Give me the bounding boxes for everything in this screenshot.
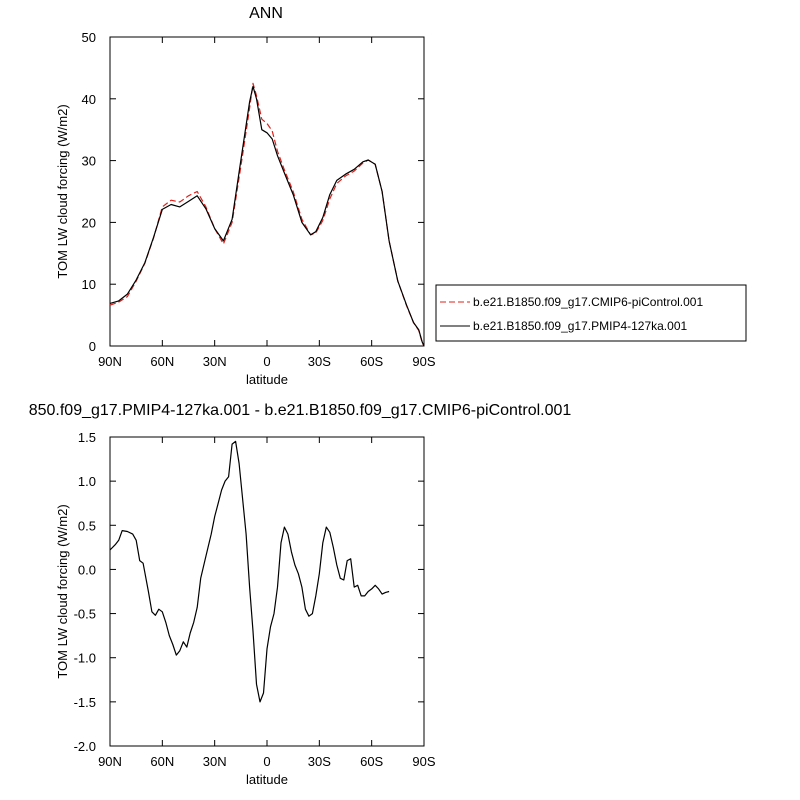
top-plot-frame — [109, 36, 425, 347]
bottom-chart: 90N 60N 30N 0 30S 60S 90S -2.0 -1.5 -1.0 -0.5 0.0 0.… — [55, 430, 436, 787]
top-x-axis-label: latitude — [246, 372, 288, 387]
bottom-y-tick-label: 1.0 — [78, 474, 96, 489]
top-x-tick-label: 30S — [308, 354, 331, 369]
top-x-tick-label: 60S — [360, 354, 383, 369]
bottom-y-tick-label: -1.5 — [74, 695, 96, 710]
bottom-y-tick-label: -0.5 — [74, 607, 96, 622]
top-y-tick-label: 40 — [82, 92, 96, 107]
bottom-y-tick-label: -2.0 — [74, 739, 96, 754]
top-y-axis-label: TOM LW cloud forcing (W/m2) — [55, 104, 70, 278]
bottom-x-tick-label: 30S — [308, 754, 331, 769]
top-x-tick-label: 90S — [412, 354, 435, 369]
bottom-x-tick-label: 90N — [98, 754, 122, 769]
top-y-tick-label: 10 — [82, 277, 96, 292]
bottom-x-axis-label: latitude — [246, 772, 288, 787]
bottom-x-tick-label: 60N — [150, 754, 174, 769]
top-y-tick-label: 30 — [82, 154, 96, 169]
legend-label-127ka: b.e21.B1850.f09_g17.PMIP4-127ka.001 — [473, 319, 687, 333]
legend-box — [435, 284, 747, 342]
bottom-y-tick-label: 0.5 — [78, 518, 96, 533]
top-y-tick-label: 50 — [82, 30, 96, 45]
top-y-tick-label: 0 — [89, 339, 96, 354]
top-x-tick-label: 60N — [150, 354, 174, 369]
bottom-x-tick-label: 90S — [412, 754, 435, 769]
legend-label-picontrol: b.e21.B1850.f09_g17.CMIP6-piControl.001 — [473, 295, 703, 309]
bottom-y-tick-label: -1.0 — [74, 651, 96, 666]
top-series-line-1 — [109, 85, 425, 347]
bottom-chart-title: 850.f09_g17.PMIP4-127ka.001 - b.e21.B185… — [29, 402, 572, 419]
top-x-tick-label: 90N — [98, 354, 122, 369]
bottom-plot-frame — [109, 436, 425, 747]
top-series-line-0 — [109, 82, 425, 347]
top-x-tick-label: 0 — [263, 354, 270, 369]
top-chart-title: ANN — [249, 5, 283, 22]
bottom-y-axis-label: TOM LW cloud forcing (W/m2) — [55, 504, 70, 678]
bottom-x-tick-label: 60S — [360, 754, 383, 769]
top-y-tick-label: 20 — [82, 215, 96, 230]
legend: b.e21.B1850.f09_g17.CMIP6-piControl.001 … — [435, 284, 747, 342]
bottom-y-tick-label: 0.0 — [78, 562, 96, 577]
bottom-series-line-0 — [109, 440, 390, 703]
top-x-tick-label: 30N — [203, 354, 227, 369]
bottom-x-tick-label: 30N — [203, 754, 227, 769]
top-chart: 90N 60N 30N 0 30S 60S 90S 0 10 20 30 40 50 latitude TO… — [55, 30, 436, 387]
bottom-y-tick-label: 1.5 — [78, 430, 96, 445]
bottom-x-tick-label: 0 — [263, 754, 270, 769]
